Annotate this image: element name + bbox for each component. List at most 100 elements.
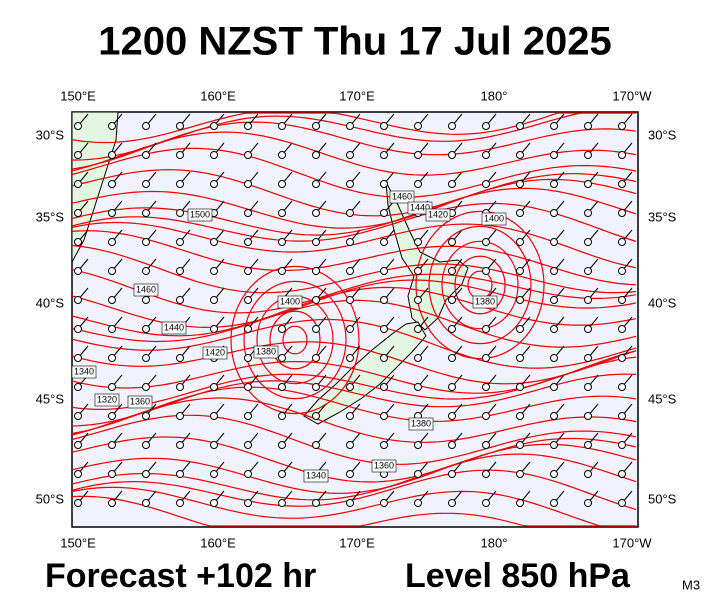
contour-line: [71, 147, 637, 198]
contour-label-box: [161, 321, 187, 335]
station: [584, 441, 592, 449]
station: [346, 499, 354, 507]
wind-barb: [142, 229, 157, 246]
wind-barb: [312, 345, 327, 362]
station: [584, 354, 592, 362]
wind-barb: [618, 258, 633, 275]
station: [516, 383, 524, 391]
station: [176, 238, 184, 246]
wind-barb: [584, 142, 599, 159]
wind-barb: [516, 113, 531, 130]
station: [142, 209, 150, 217]
wind-barb: [380, 374, 395, 391]
station: [482, 470, 490, 478]
station: [380, 238, 388, 246]
station: [380, 151, 388, 159]
wind-barb: [74, 461, 89, 478]
wind-barb: [618, 374, 633, 391]
contour-line: [71, 299, 637, 348]
station: [346, 412, 354, 420]
station: [278, 470, 286, 478]
station: [618, 151, 626, 159]
station: [482, 412, 490, 420]
station: [312, 180, 320, 188]
wind-barb: [584, 374, 599, 391]
wind-barb: [516, 345, 531, 362]
contour-label-box: [371, 459, 397, 473]
station: [278, 383, 286, 391]
wind-barb: [516, 461, 531, 478]
contour-line: [71, 469, 637, 511]
wind-barb: [74, 142, 89, 159]
wind-barb: [108, 403, 123, 420]
wind-barb: [482, 171, 497, 188]
station: [380, 296, 388, 304]
station: [346, 354, 354, 362]
wind-barb: [278, 229, 293, 246]
wind-barb: [380, 490, 395, 507]
station: [516, 151, 524, 159]
station: [550, 122, 558, 130]
wind-barb: [312, 142, 327, 159]
wind-barb: [482, 432, 497, 449]
wind-barb: [108, 316, 123, 333]
wind-barb: [346, 113, 361, 130]
station: [380, 209, 388, 217]
station: [618, 499, 626, 507]
wind-barb: [448, 374, 463, 391]
station: [312, 238, 320, 246]
station: [312, 325, 320, 333]
wind-barb: [482, 403, 497, 420]
wind-barb: [244, 258, 259, 275]
station: [380, 267, 388, 275]
station: [584, 180, 592, 188]
wind-barb: [346, 461, 361, 478]
wind-barb: [550, 200, 565, 217]
station: [244, 209, 252, 217]
wind-barb: [108, 229, 123, 246]
contours: [71, 112, 637, 527]
wind-barb: [618, 287, 633, 304]
station: [142, 412, 150, 420]
station: [618, 354, 626, 362]
wind-barb: [380, 171, 395, 188]
station: [380, 383, 388, 391]
wind-barb: [618, 461, 633, 478]
contour-line: [71, 414, 637, 465]
contour-line: [71, 318, 637, 369]
wind-barb: [516, 432, 531, 449]
wind-barb: [584, 113, 599, 130]
station: [244, 180, 252, 188]
wind-barb: [584, 316, 599, 333]
wind-barb: [244, 461, 259, 478]
station: [244, 122, 252, 130]
station: [346, 441, 354, 449]
wind-barb: [142, 171, 157, 188]
wind-barb: [108, 171, 123, 188]
station: [176, 122, 184, 130]
wind-barb: [176, 490, 191, 507]
wind-barb: [482, 142, 497, 159]
station: [278, 122, 286, 130]
wind-barb: [176, 200, 191, 217]
station: [516, 499, 524, 507]
station: [108, 238, 116, 246]
station: [584, 470, 592, 478]
station: [210, 122, 218, 130]
wind-barb: [448, 432, 463, 449]
wind-barb: [142, 403, 157, 420]
wind-barb: [346, 287, 361, 304]
station: [584, 122, 592, 130]
station: [414, 325, 422, 333]
wind-barb: [618, 403, 633, 420]
station: [74, 383, 82, 391]
wind-barb: [176, 374, 191, 391]
wind-barb: [278, 461, 293, 478]
wind-barb: [380, 345, 395, 362]
contour-line: [71, 187, 637, 236]
wind-barb: [142, 432, 157, 449]
wind-barb: [210, 287, 225, 304]
lon-label: 170°W: [612, 88, 652, 103]
contour-line: [71, 436, 637, 483]
station: [312, 209, 320, 217]
